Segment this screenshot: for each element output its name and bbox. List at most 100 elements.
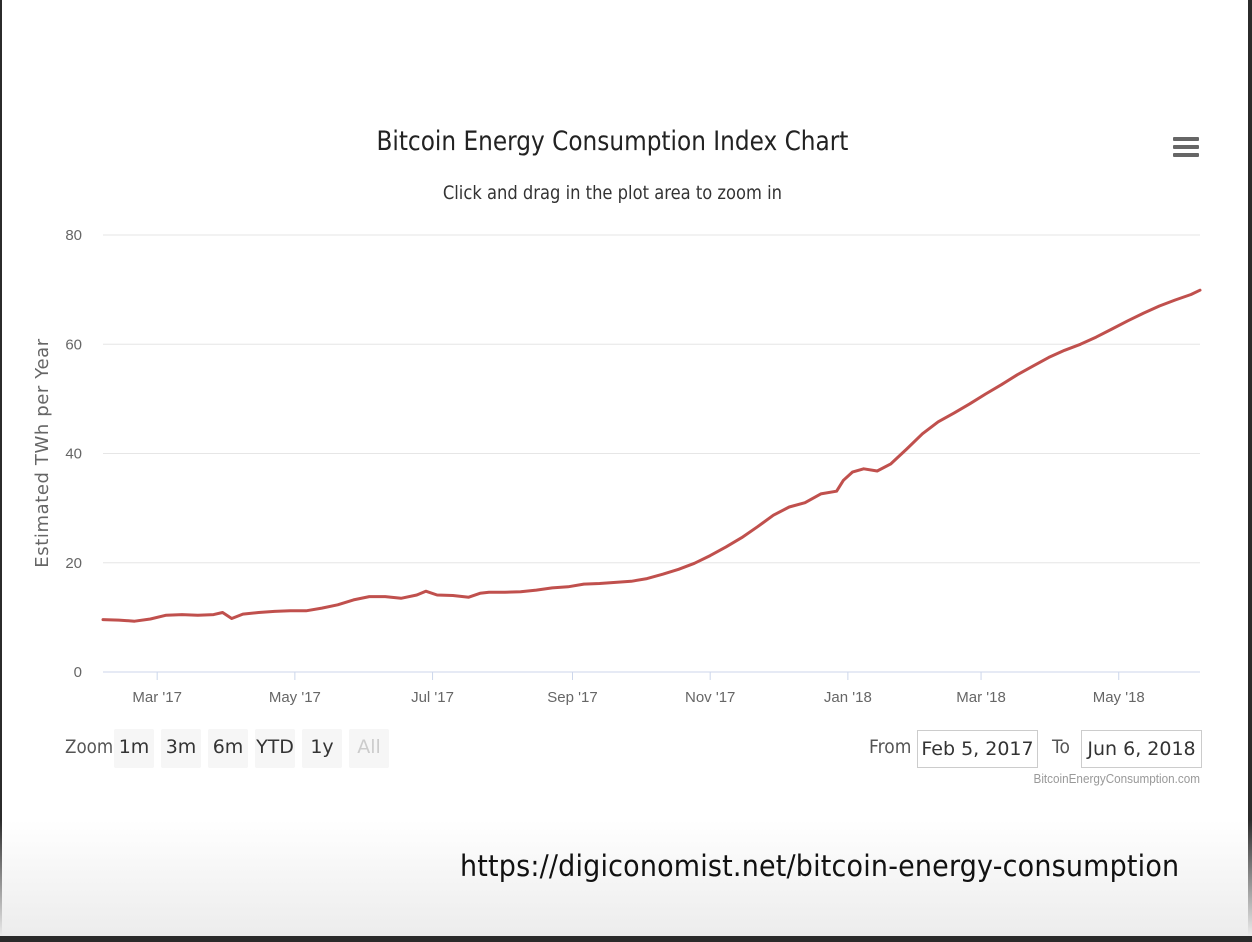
data-point [479,592,481,595]
data-point [384,595,387,598]
data-point [212,613,215,616]
data-point [165,614,167,616]
zoom-all-button[interactable]: All [349,729,389,768]
data-point [756,525,759,528]
data-point [221,611,224,614]
data-point [1174,299,1176,301]
data-point [890,463,892,465]
data-point [804,501,806,504]
data-point [305,610,307,612]
data-point [149,618,152,620]
data-point [289,610,292,612]
data-point [953,412,955,414]
data-point [133,620,136,622]
data-point [788,506,790,508]
y-tick-label: 0 [74,664,82,681]
data-point [467,596,470,598]
data-point [1063,349,1066,352]
data-point [1142,312,1145,314]
data-point [876,470,878,472]
data-point [862,468,865,470]
data-point [905,448,908,450]
data-point [242,613,244,615]
left-frame-border [0,0,2,942]
range-from-input[interactable]: Feb 5, 2017 [917,730,1038,768]
data-point [820,493,822,495]
hamburger-menu-icon[interactable] [1173,137,1199,163]
data-point [567,586,569,588]
y-tick-label: 80 [65,227,82,244]
data-point [257,611,260,614]
data-point [1079,343,1082,346]
bottom-fade [0,820,1252,936]
data-point [1000,383,1003,386]
chart-plot[interactable]: 0 20 40 60 80 Mar '17 May '17 Jul '17 Sep '17 No… [0,0,1252,720]
data-point [551,587,553,589]
data-point [118,619,120,621]
zoom-1y-button[interactable]: 1y [302,729,342,768]
data-point [1190,293,1192,296]
data-point [772,514,775,516]
data-point [273,610,276,613]
zoom-3m-button[interactable]: 3m [161,729,201,768]
data-point [835,490,838,493]
range-from-label: From [869,736,912,758]
data-point [984,393,987,395]
x-tick-label: Mar '18 [956,689,1006,706]
data-point [535,589,538,591]
x-tick-label: Jul '17 [411,689,454,706]
data-point [709,554,711,557]
data-point [181,613,183,616]
data-point [583,583,585,585]
data-point [436,594,438,596]
x-tick-label: May '18 [1093,689,1145,706]
zoom-label: Zoom [65,736,114,758]
data-point [1016,374,1018,376]
y-tick-labels: 0 20 40 60 80 [65,227,82,681]
chart-subtitle: Click and drag in the plot area to zoom … [442,182,783,204]
data-point [400,597,402,600]
data-point [352,599,355,601]
data-point [677,568,680,571]
y-tick-label: 20 [65,555,82,572]
x-tick-labels: Mar '17 May '17 Jul '17 Sep '17 Nov '17 Jan '… [132,672,1145,706]
y-tick-label: 60 [65,336,82,353]
data-point [416,594,418,596]
data-point [321,607,323,609]
x-tick-label: Sep '17 [547,689,597,706]
data-point [921,433,924,435]
zoom-ytd-button[interactable]: YTD [255,729,295,768]
source-url: https://digiconomist.net/bitcoin-energy-… [460,849,1180,883]
data-point [851,471,854,473]
data-point [614,581,617,584]
data-point [1032,365,1034,367]
data-point [969,403,971,405]
data-point [519,590,522,593]
data-point [937,421,939,423]
data-point [598,582,601,585]
data-point [741,536,743,539]
data-point [1111,328,1113,330]
range-to-input[interactable]: Jun 6, 2018 [1081,730,1202,768]
chart-title: Bitcoin Energy Consumption Index Chart [376,126,849,157]
data-point [1127,320,1129,322]
data-point [425,590,427,592]
range-to-label: To [1052,736,1071,758]
x-tick-label: May '17 [269,689,321,706]
grid-lines [103,234,1200,673]
data-point [488,591,490,593]
zoom-6m-button[interactable]: 6m [208,729,248,768]
data-point [646,577,648,580]
data-point [452,594,454,597]
y-axis-label: Estimated TWh per Year [32,338,53,568]
series-group [101,288,1202,623]
data-point [1048,356,1050,359]
x-tick-label: Jan '18 [824,689,872,706]
data-point [1095,336,1097,338]
chart-credits[interactable]: BitcoinEnergyConsumption.com [1033,771,1200,786]
data-point [336,604,339,606]
series-line[interactable] [101,288,1202,623]
x-tick-label: Nov '17 [685,689,735,706]
zoom-1m-button[interactable]: 1m [114,729,154,768]
y-tick-label: 40 [65,446,82,463]
